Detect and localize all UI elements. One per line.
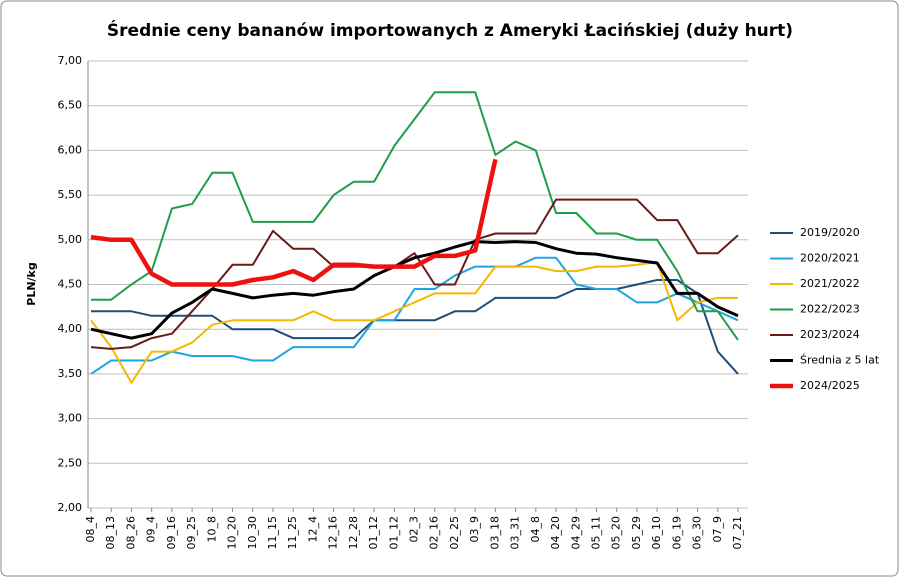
x-tick-label: 08_26 xyxy=(124,516,137,550)
x-tick-label: 06_30 xyxy=(691,516,704,550)
x-tick-label: 04_20 xyxy=(549,516,562,550)
x-tick-label: 06_10 xyxy=(650,516,663,550)
legend-label: 2020/2021 xyxy=(800,252,860,265)
y-tick-label: 5,50 xyxy=(58,188,83,201)
series-line xyxy=(91,91,739,341)
x-tick-label: 11_15 xyxy=(266,516,279,550)
x-tick-label: 01_12 xyxy=(387,516,400,550)
y-tick-label: 6,50 xyxy=(58,99,83,112)
legend-label: 2022/2023 xyxy=(800,303,860,316)
series-line xyxy=(90,261,738,384)
x-tick-label: 12_4 xyxy=(306,516,319,543)
y-tick-label: 5,00 xyxy=(58,233,83,246)
legend-label: Średnia z 5 lat xyxy=(800,354,880,367)
y-tick-label: 3,00 xyxy=(58,412,83,425)
y-tick-label: 6,00 xyxy=(58,143,83,156)
x-tick-label: 08_4 xyxy=(84,516,97,543)
series-line xyxy=(90,240,739,340)
legend-label: 2023/2024 xyxy=(800,328,860,341)
x-tick-label: 02_3 xyxy=(408,516,421,543)
y-tick-label: 3,50 xyxy=(58,367,83,380)
y-tick-label: 2,00 xyxy=(58,501,83,514)
x-tick-label: 12_28 xyxy=(347,516,360,550)
x-tick-label: 06_19 xyxy=(670,516,683,550)
x-tick-label: 01_12 xyxy=(367,516,380,550)
x-tick-label: 07_21 xyxy=(731,516,744,550)
series-line xyxy=(90,158,498,287)
x-tick-label: 05_11 xyxy=(589,516,602,550)
x-tick-label: 08_13 xyxy=(104,516,117,550)
legend-label: 2024/2025 xyxy=(800,379,860,392)
y-tick-label: 4,50 xyxy=(58,278,83,291)
series-line xyxy=(90,198,739,350)
x-tick-label: 09_25 xyxy=(185,516,198,550)
x-tick-label: 02_25 xyxy=(448,516,461,550)
series-line xyxy=(90,256,739,375)
x-tick-label: 09_16 xyxy=(165,516,178,550)
chart-title: Średnie ceny bananów importowanych z Ame… xyxy=(107,19,793,41)
x-tick-label: 03_18 xyxy=(488,516,501,550)
x-tick-label: 05_20 xyxy=(610,516,623,550)
x-tick-label: 04_29 xyxy=(569,516,582,550)
x-tick-label: 04_8 xyxy=(529,516,542,543)
series-line xyxy=(91,279,739,375)
x-tick-label: 03_9 xyxy=(468,516,481,543)
y-tick-label: 4,00 xyxy=(58,322,83,335)
x-tick-label: 05_29 xyxy=(630,516,643,550)
x-tick-label: 09_4 xyxy=(145,516,158,543)
y-tick-label: 7,00 xyxy=(58,54,83,67)
x-tick-label: 07_9 xyxy=(711,516,724,543)
x-tick-label: 10_20 xyxy=(226,516,239,550)
y-tick-label: 2,50 xyxy=(58,456,83,469)
x-tick-label: 10_8 xyxy=(205,516,218,543)
y-axis-label: PLN/kg xyxy=(25,262,38,305)
x-tick-label: 12_16 xyxy=(327,516,340,550)
legend-label: 2021/2022 xyxy=(800,277,860,290)
x-tick-label: 10_30 xyxy=(246,516,259,550)
x-tick-label: 03_31 xyxy=(509,516,522,550)
x-tick-label: 02_16 xyxy=(428,516,441,550)
x-tick-label: 11_25 xyxy=(286,516,299,550)
legend-label: 2019/2020 xyxy=(800,226,860,239)
